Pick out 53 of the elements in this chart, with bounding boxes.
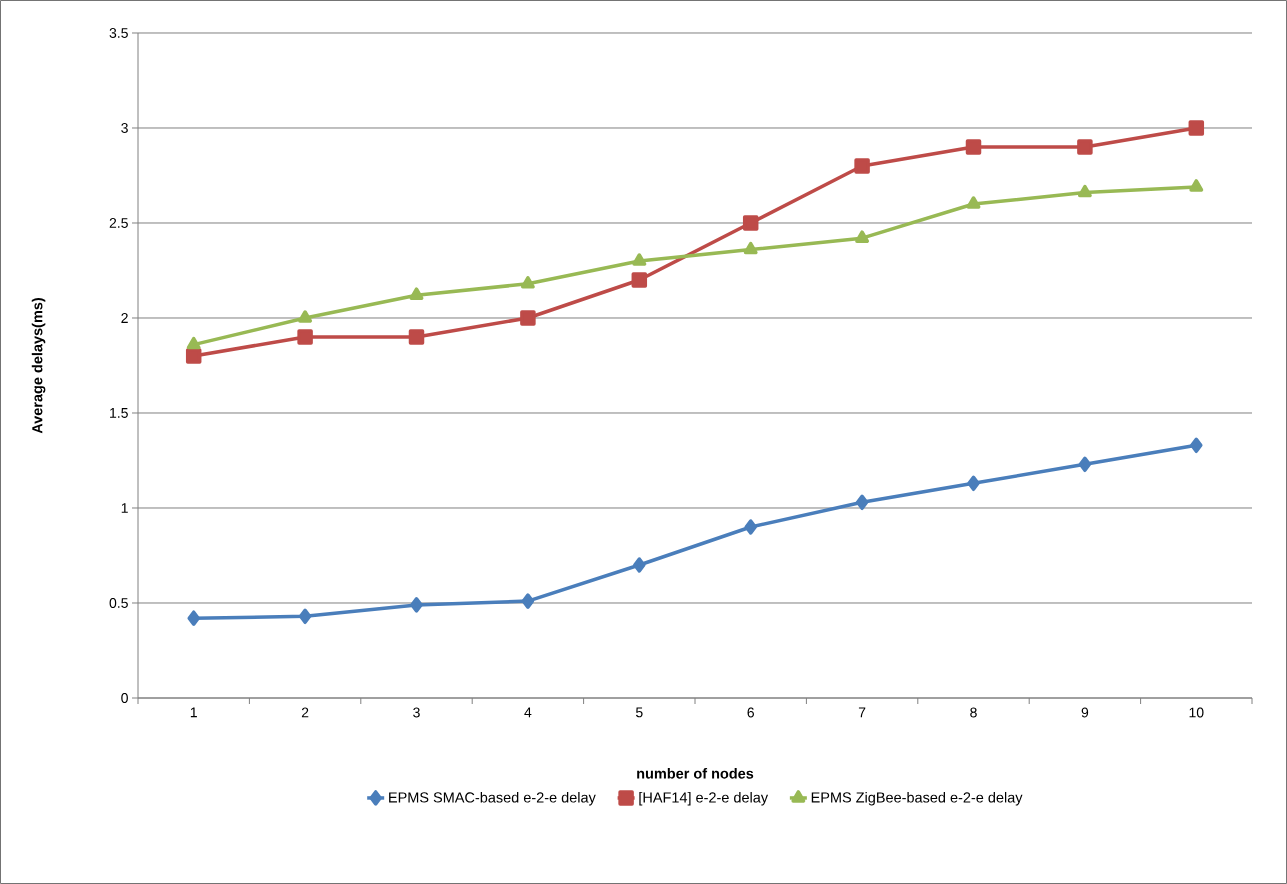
point [743, 241, 758, 255]
point [854, 158, 870, 174]
legend-label: EPMS SMAC-based e-2-e delay [389, 791, 596, 806]
point [744, 519, 757, 535]
y-tick-label: 1 [121, 503, 128, 513]
point [298, 310, 313, 323]
x-tick-label: 2 [301, 707, 309, 718]
point [520, 276, 535, 289]
point [855, 230, 870, 243]
x-tick-label: 10 [1189, 707, 1204, 718]
point [1078, 456, 1092, 473]
y-tick-label: 3.5 [109, 28, 128, 38]
point [633, 557, 646, 573]
x-tick-label: 9 [1081, 707, 1089, 718]
point [1077, 139, 1093, 155]
point [1189, 179, 1204, 192]
point [1190, 437, 1203, 454]
point [520, 310, 536, 326]
y-tick-label: 0 [121, 693, 128, 703]
y-tick-label: 3 [121, 123, 128, 133]
legend-label: [HAF14] e-2-e delay [639, 791, 769, 806]
point [297, 329, 313, 345]
point [298, 608, 312, 625]
point [1188, 120, 1205, 136]
x-tick-label: 7 [858, 707, 866, 718]
y-tick-label: 1.5 [110, 408, 128, 418]
point [632, 253, 647, 266]
point [967, 475, 980, 492]
point [631, 272, 648, 288]
point [855, 494, 869, 511]
point [410, 597, 423, 613]
point [185, 348, 202, 364]
point [1077, 184, 1092, 198]
point [409, 287, 424, 300]
x-tick-label: 4 [524, 707, 532, 718]
y-tick-label: 0.5 [109, 598, 128, 608]
point [186, 336, 201, 350]
point [742, 215, 759, 231]
x-tick-label: 8 [970, 707, 977, 718]
x-tick-label: 3 [413, 707, 420, 718]
point [965, 139, 982, 155]
x-axis-title: number of nodes [637, 768, 754, 779]
point [521, 593, 535, 609]
point [408, 329, 425, 345]
x-tick-label: 6 [747, 707, 754, 718]
y-tick-label: 2 [121, 313, 128, 323]
y-axis-title: Average delays(ms) [31, 298, 46, 434]
x-tick-label: 1 [190, 707, 197, 718]
y-tick-label: 2.5 [109, 218, 128, 228]
legend-label: EPMS ZigBee-based e-2-e delay [811, 791, 1023, 806]
point [966, 196, 981, 209]
x-tick-label: 5 [635, 707, 643, 718]
point [187, 610, 200, 626]
